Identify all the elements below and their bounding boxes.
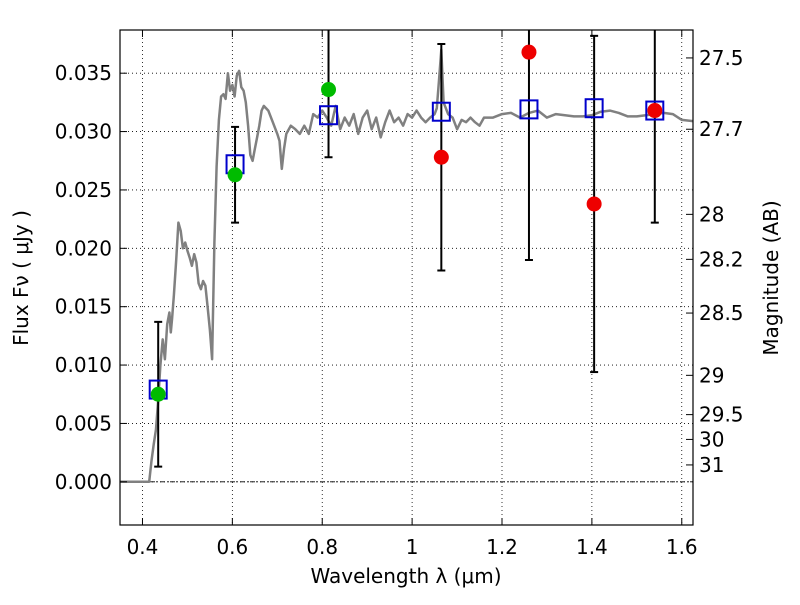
- model-photometry: [148, 98, 665, 400]
- observed-photometry-point: [150, 386, 166, 402]
- x-axis-label: Wavelength λ (μm): [310, 564, 501, 588]
- y-axis-label-left: Flux Fν ( μJy ): [9, 210, 33, 346]
- x-tick-labels: 0.4 0.6 0.8 1 1.2 1.4 1.6: [127, 535, 698, 559]
- model-photometry-box: [431, 101, 451, 122]
- observed-photometry: [150, 44, 663, 402]
- x-tick-label: 1.2: [486, 535, 518, 559]
- sed-model-line: [120, 48, 693, 484]
- observed-photometry-point: [227, 167, 243, 183]
- y-tick-label: 0.015: [55, 295, 112, 319]
- magnitude-tick-label: 28.2: [699, 247, 744, 271]
- magnitude-tick-label: 31: [699, 453, 724, 477]
- axis-ticks: [120, 30, 693, 525]
- observed-photometry-point: [433, 149, 449, 165]
- plot-frame: [119, 29, 694, 526]
- x-tick-label: 0.4: [127, 535, 159, 559]
- magnitude-tick-label: 29.5: [699, 403, 744, 427]
- y-axis-label-right: Magnitude (AB): [759, 200, 783, 355]
- y-tick-label: 0.000: [55, 470, 112, 494]
- magnitude-tick-label: 28.5: [699, 301, 744, 325]
- y-tick-label: 0.005: [55, 411, 112, 435]
- grid: [120, 30, 693, 525]
- magnitude-tick-label: 27.5: [699, 46, 744, 70]
- x-tick-label: 1.4: [576, 535, 608, 559]
- x-tick-label: 1.6: [666, 535, 698, 559]
- y-tick-label: 0.035: [55, 61, 112, 85]
- y-tick-label: 0.025: [55, 178, 112, 202]
- model-photometry-box: [319, 105, 339, 126]
- y-tick-label: 0.020: [55, 236, 112, 260]
- model-photometry-box: [584, 98, 604, 119]
- magnitude-tick-label: 27.7: [699, 117, 744, 141]
- x-tick-label: 0.6: [216, 535, 248, 559]
- x-tick-label: 1: [406, 535, 419, 559]
- model-photometry-box: [645, 100, 665, 121]
- x-tick-label: 0.8: [306, 535, 338, 559]
- observed-photometry-point: [586, 196, 602, 212]
- observed-photometry-point: [321, 82, 337, 98]
- sed-model: [120, 48, 693, 484]
- y-tick-label: 0.030: [55, 120, 112, 144]
- observed-photometry-point: [521, 44, 537, 60]
- observed-photometry-point: [647, 103, 663, 119]
- y-tick-label: 0.010: [55, 353, 112, 377]
- magnitude-tick-label: 30: [699, 427, 724, 451]
- y-tick-labels: 0.000 0.005 0.010 0.015 0.020 0.025 0.030 0.035: [55, 61, 112, 494]
- magnitude-tick-label: 29: [699, 363, 724, 387]
- model-photometry-box: [519, 99, 539, 120]
- magnitude-tick-label: 28: [699, 202, 724, 226]
